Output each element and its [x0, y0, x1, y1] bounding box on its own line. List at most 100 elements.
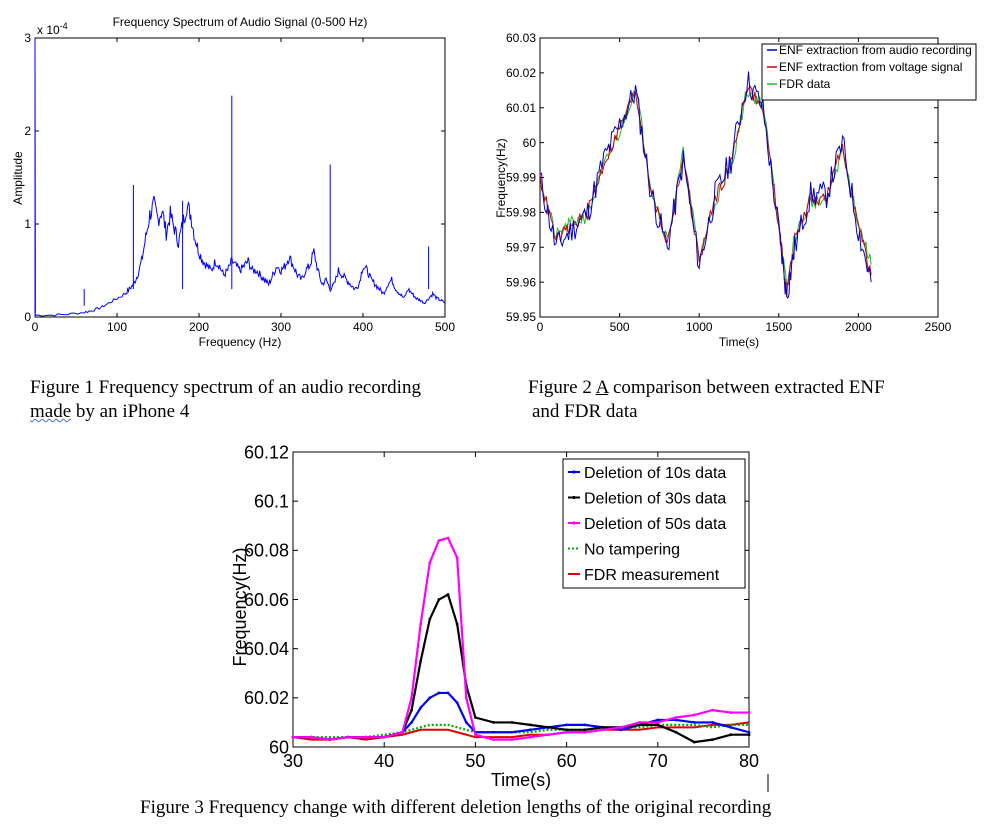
- x-tick-label: 500: [435, 320, 455, 334]
- y-tick-label: 60.02: [244, 688, 289, 708]
- x-tick-label: 100: [107, 320, 127, 334]
- x-tick-label: 1500: [765, 320, 792, 334]
- chart-frequency-spectrum: Frequency Spectrum of Audio Signal (0-50…: [11, 15, 455, 349]
- figure1-caption-line2: made by an iPhone 4: [30, 400, 490, 424]
- series-marker: [619, 725, 623, 729]
- series-marker: [410, 696, 413, 700]
- y-tick-label: 60.03: [506, 31, 536, 45]
- series-marker: [510, 738, 514, 742]
- series-marker: [711, 708, 714, 712]
- y-tick-label: 60.12: [244, 442, 289, 462]
- series-marker: [382, 735, 386, 739]
- series-marker: [428, 561, 432, 565]
- series-marker: [446, 593, 450, 596]
- chart1-x-axis-label: Frequency (Hz): [199, 335, 282, 349]
- legend-label: Deletion of 50s data: [584, 516, 726, 533]
- chart2-legend: ENF extraction from audio recording ENF e…: [761, 43, 977, 101]
- chart-enf-comparison: 0 500 1000 1500 2000 2500 59.95 59.96 59.97 59.98…: [494, 31, 977, 349]
- chart-deletion-lengths: 30 40 50 60 70 80 60 60.02 60.04 60.06 60.08 60.1 60…: [230, 442, 769, 792]
- series-line-2: [293, 536, 749, 741]
- series-marker: [455, 556, 459, 560]
- y-tick-label: 60.04: [244, 639, 289, 659]
- chart3-series: [291, 536, 751, 744]
- series-marker: [565, 730, 568, 734]
- figure1-caption-line2-rest: by an iPhone 4: [71, 401, 190, 422]
- series-marker: [674, 730, 678, 734]
- spectrum-line: [34, 37, 446, 317]
- series-marker: [528, 728, 532, 732]
- chart1-title: Frequency Spectrum of Audio Signal (0-50…: [113, 15, 368, 29]
- x-tick-label: 2000: [845, 320, 872, 334]
- legend-label: Deletion of 30s data: [584, 491, 726, 508]
- x-tick-label: 60: [557, 751, 577, 771]
- series-marker: [437, 598, 441, 601]
- x-tick-label: 0: [537, 320, 544, 334]
- x-tick-label: 200: [189, 320, 209, 334]
- legend-marker: [572, 495, 576, 500]
- series-marker: [711, 721, 714, 724]
- legend-label: Deletion of 10s data: [584, 465, 726, 482]
- legend-label: No tampering: [584, 542, 680, 559]
- figure1-caption-flagged-word: made: [30, 401, 72, 422]
- x-tick-label: 40: [374, 751, 394, 771]
- series-marker: [346, 735, 350, 739]
- chart1-plot-area: [34, 37, 446, 318]
- chart3-legend-box: [562, 458, 746, 589]
- series-marker: [565, 723, 568, 727]
- x-tick-label: 30: [283, 751, 303, 771]
- series-marker: [428, 617, 432, 621]
- chart3-y-axis-label: Frequency(Hz): [230, 547, 250, 666]
- y-tick-label: 2: [24, 124, 31, 138]
- series-marker: [510, 721, 514, 724]
- x-tick-label: 50: [465, 751, 485, 771]
- series-marker: [619, 728, 623, 732]
- y-tick-label: 60: [269, 737, 289, 757]
- y-tick-label: 60.02: [506, 66, 536, 80]
- x-tick-label: 300: [271, 320, 291, 334]
- series-marker: [729, 733, 733, 737]
- series-marker: [583, 723, 587, 727]
- chart2-series: [539, 71, 872, 299]
- legend-label: ENF extraction from audio recording: [779, 43, 972, 57]
- figure2-caption-suffix: comparison between extracted ENF: [608, 377, 885, 398]
- series-marker: [729, 711, 733, 714]
- series-line-0: [539, 71, 872, 299]
- series-marker: [583, 730, 587, 734]
- series-marker: [309, 735, 313, 739]
- series-marker: [446, 691, 450, 695]
- chart1-y-multiplier: x 10-4: [37, 21, 68, 37]
- series-marker: [446, 536, 450, 540]
- y-tick-label: 1: [24, 217, 31, 231]
- series-marker: [492, 738, 496, 742]
- series-marker: [729, 725, 733, 729]
- figure2-caption-line1: Figure 2 A comparison between extracted …: [528, 376, 968, 400]
- series-marker: [464, 721, 468, 724]
- figure3-caption: Figure 3 Frequency change with different…: [140, 797, 772, 818]
- y-tick-label: 60: [523, 136, 537, 150]
- x-tick-label: 500: [610, 320, 630, 334]
- chart3-ticks: 30 40 50 60 70 80 60 60.02 60.04 60.06 60.08 60.1 60…: [244, 442, 759, 771]
- y-tick-label: 0: [24, 310, 31, 324]
- y-tick-label: 59.97: [506, 240, 536, 254]
- series-marker: [638, 721, 641, 724]
- x-tick-label: 400: [353, 320, 373, 334]
- series-marker: [419, 622, 423, 626]
- series-marker: [583, 728, 587, 732]
- series-marker: [474, 733, 477, 737]
- series-marker: [546, 733, 550, 737]
- chart1-y-axis-label: Amplitude: [11, 151, 25, 205]
- legend-label: FDR data: [779, 77, 831, 91]
- series-marker: [747, 730, 751, 734]
- y-tick-label: 59.96: [506, 275, 536, 289]
- series-marker: [638, 723, 641, 727]
- x-tick-label: 0: [32, 320, 39, 334]
- series-marker: [410, 708, 413, 712]
- chart2-y-axis-label: Frequency(Hz): [494, 138, 508, 217]
- series-marker: [364, 735, 368, 739]
- series-marker: [510, 730, 514, 734]
- chart2-x-axis-label: Time(s): [719, 335, 759, 349]
- figure2-caption-underlined-word: A: [595, 377, 609, 398]
- series-marker: [437, 539, 441, 542]
- series-marker: [492, 721, 496, 724]
